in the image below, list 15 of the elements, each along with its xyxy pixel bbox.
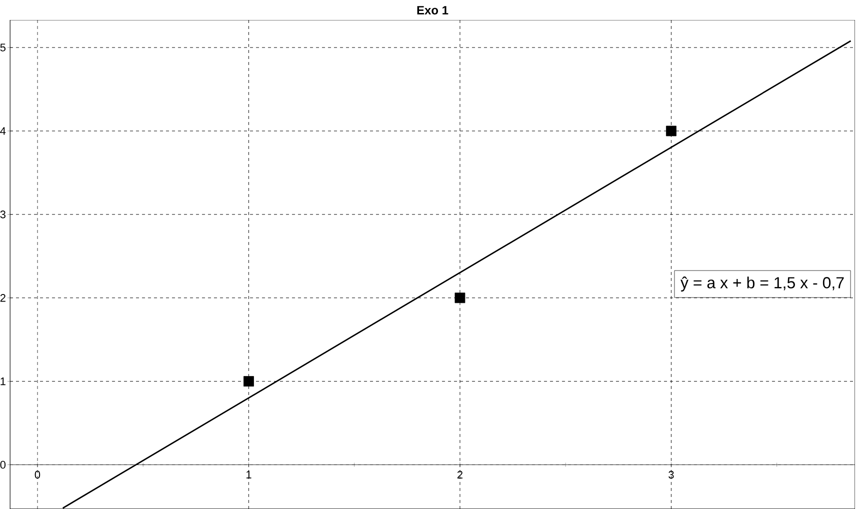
- x-tick-label: 0: [34, 470, 40, 479]
- annotation: ŷ = a x + b = 1,5 x - 0,7: [680, 276, 844, 292]
- point: [454, 292, 466, 304]
- point: [666, 126, 676, 136]
- chart-title: Exo 1: [417, 6, 448, 14]
- y-tick-label: 2: [0, 294, 6, 302]
- point: [244, 376, 254, 387]
- y-tick-label: 5: [0, 44, 6, 52]
- y-tick-label: 3: [0, 210, 6, 218]
- x-tick-label: 2: [457, 470, 462, 478]
- y-tick-label: 1: [0, 378, 6, 386]
- x-tick-label: 3: [668, 470, 674, 479]
- y-tick-label: 4: [0, 127, 6, 135]
- x-tick-label: 1: [246, 470, 252, 478]
- y-tick-label: 0: [0, 460, 6, 469]
